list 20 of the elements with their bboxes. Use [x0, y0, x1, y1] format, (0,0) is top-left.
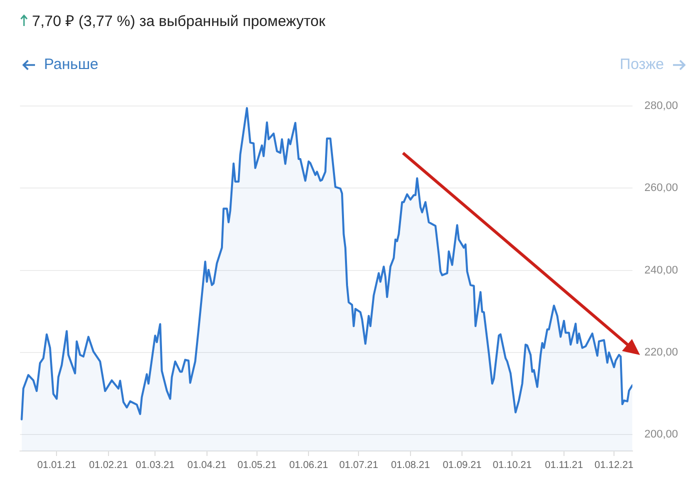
x-tick-label: 01.10.21: [492, 460, 532, 471]
x-tick-label: 01.06.21: [289, 460, 329, 471]
x-tick-label: 01.07.21: [339, 460, 379, 471]
x-tick-label: 01.05.21: [237, 460, 277, 471]
x-tick-label: 01.11.21: [544, 460, 584, 471]
y-tick-label: 220,00: [644, 346, 678, 358]
x-tick-label: 01.09.21: [442, 460, 482, 471]
y-tick-label: 280,00: [644, 100, 678, 112]
y-tick-label: 200,00: [644, 428, 678, 441]
y-tick-label: 260,00: [644, 182, 678, 194]
x-tick-label: 01.08.21: [390, 460, 430, 471]
chart-title: 7,70 ₽ (3,77 %) за выбранный промежуток: [32, 12, 326, 30]
x-tick-label: 01.12.21: [594, 460, 634, 471]
x-tick-label: 01.01.21: [37, 460, 77, 471]
x-tick-label: 01.03.21: [136, 460, 176, 471]
text: Раньше: [44, 56, 98, 73]
text: Позже: [620, 56, 664, 73]
y-tick-label: 240,00: [644, 264, 678, 276]
x-tick-label: 01.02.21: [88, 460, 128, 471]
x-tick-label: 01.04.21: [187, 460, 227, 471]
